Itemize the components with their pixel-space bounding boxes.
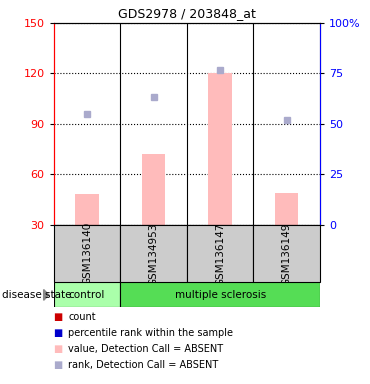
Title: GDS2978 / 203848_at: GDS2978 / 203848_at (118, 7, 256, 20)
Polygon shape (44, 290, 49, 300)
Bar (120, 225, 187, 282)
Text: ■: ■ (53, 344, 62, 354)
Text: rank, Detection Call = ABSENT: rank, Detection Call = ABSENT (68, 360, 219, 370)
Text: GSM136149: GSM136149 (282, 222, 292, 286)
Text: percentile rank within the sample: percentile rank within the sample (68, 328, 233, 338)
Text: GSM136140: GSM136140 (82, 222, 92, 285)
Text: control: control (69, 290, 105, 300)
Bar (120, 282, 320, 307)
Bar (275, 193, 298, 225)
Bar (253, 225, 320, 282)
Text: disease state: disease state (2, 290, 71, 300)
Bar (54, 225, 120, 282)
Text: ■: ■ (53, 312, 62, 322)
Text: count: count (68, 312, 96, 322)
Text: ■: ■ (53, 328, 62, 338)
Text: multiple sclerosis: multiple sclerosis (175, 290, 266, 300)
Bar (209, 73, 232, 225)
Text: ■: ■ (53, 360, 62, 370)
Text: GSM134953: GSM134953 (148, 222, 159, 286)
Bar (54, 282, 120, 307)
Bar (142, 154, 165, 225)
Text: value, Detection Call = ABSENT: value, Detection Call = ABSENT (68, 344, 223, 354)
Text: GSM136147: GSM136147 (215, 222, 225, 286)
Bar (187, 225, 253, 282)
Bar (75, 194, 98, 225)
